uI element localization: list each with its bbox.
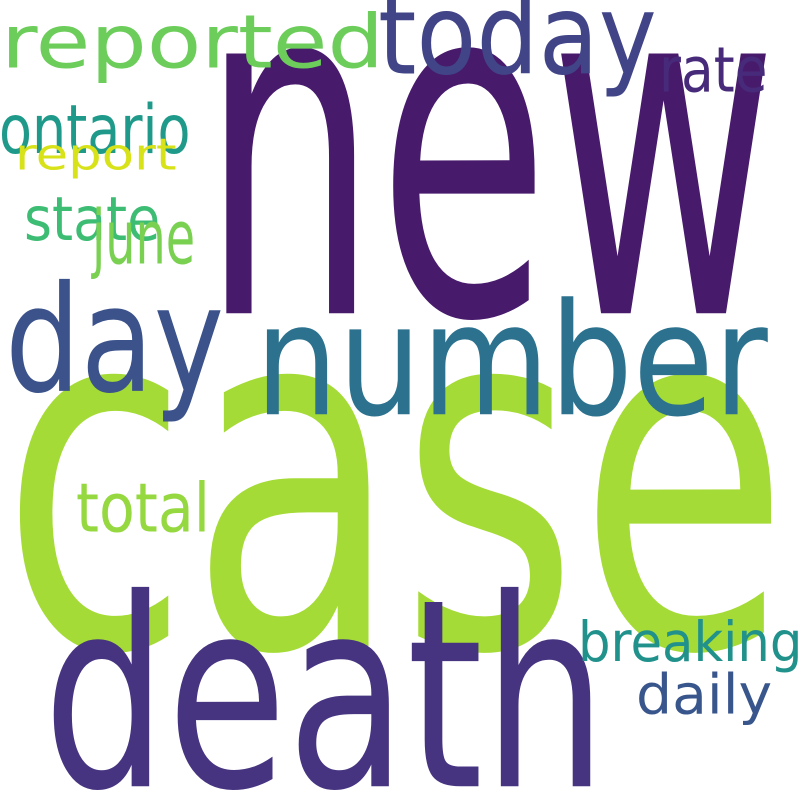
word-total: total <box>75 468 211 548</box>
word-number: number <box>254 271 768 452</box>
word-state: state <box>23 183 161 255</box>
word-new: new <box>200 0 778 426</box>
word-june: june <box>91 196 196 282</box>
word-breaking: breaking <box>578 610 800 675</box>
word-ontario: ontario <box>0 91 191 171</box>
word-today: today <box>377 0 657 102</box>
word-daily: daily <box>635 663 773 728</box>
word-rate: rate <box>658 36 768 108</box>
word-case: case <box>1 195 790 761</box>
word-report: report <box>15 131 177 182</box>
word-death: death <box>43 542 607 800</box>
word-day: day <box>5 253 225 426</box>
word-reported: reported <box>0 0 384 85</box>
